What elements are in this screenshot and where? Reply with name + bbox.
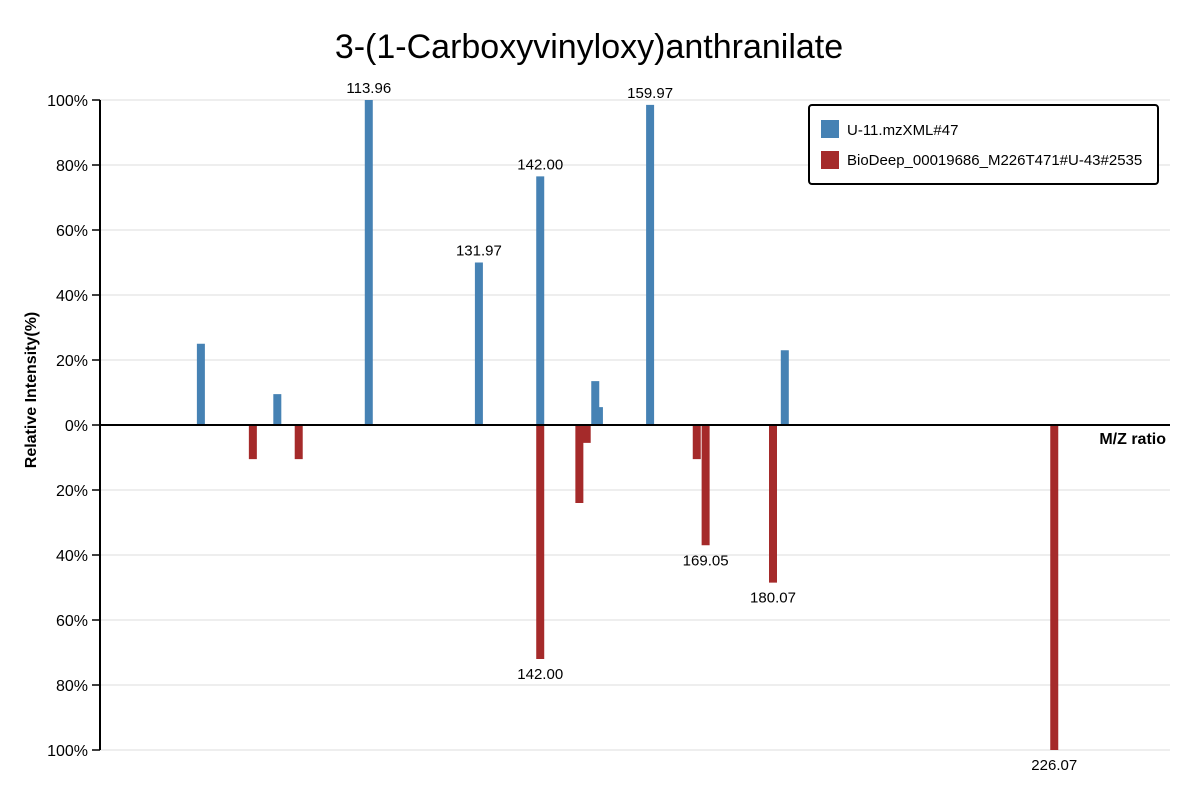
axes-layer <box>92 99 1170 751</box>
peak-label-series-1: 159.97 <box>627 85 673 102</box>
y-tick-label: 100% <box>47 743 88 760</box>
y-tick-label: 40% <box>56 548 88 565</box>
legend-frame <box>808 104 1159 185</box>
peak-bar-series-2 <box>701 425 710 546</box>
y-tick-label: 60% <box>56 223 88 240</box>
y-tick-label: 60% <box>56 613 88 630</box>
x-axis-title: M/Z ratio <box>1099 431 1166 448</box>
peak-bar-series-2 <box>294 425 303 460</box>
labels-layer: 100% 80% 60% 40% 20% 0% 20% 40% 60% 80% 100% 113.96… <box>47 80 1077 774</box>
y-tick-label: 100% <box>47 93 88 110</box>
peak-bar-series-1 <box>591 381 600 425</box>
peak-bar-series-1 <box>273 394 282 425</box>
y-tick-label: 20% <box>56 353 88 370</box>
peak-bar-series-2 <box>536 425 545 659</box>
peak-label-series-2: 226.07 <box>1031 757 1077 774</box>
legend: U-11.mzXML#47 BioDeep_00019686_M226T471#… <box>808 104 1159 185</box>
peak-label-series-1: 113.96 <box>346 80 391 97</box>
peak-label-series-1: 131.97 <box>456 243 502 260</box>
peak-bar-series-1 <box>780 350 789 425</box>
y-axis-title: Relative Intensity(%) <box>23 312 40 468</box>
peak-bar-series-2 <box>248 425 257 460</box>
peak-label-series-2: 142.00 <box>517 666 563 683</box>
y-tick-label: 20% <box>56 483 88 500</box>
legend-swatch-series-2 <box>821 151 839 169</box>
peak-bar-series-1 <box>474 262 483 425</box>
legend-swatch-series-1 <box>821 120 839 138</box>
peak-bar-series-2 <box>575 425 584 503</box>
legend-label-series-1: U-11.mzXML#47 <box>847 122 958 139</box>
legend-label-series-2: BioDeep_00019686_M226T471#U-43#2535 <box>847 152 1142 169</box>
peak-label-series-2: 169.05 <box>683 552 729 569</box>
peak-bar-series-2 <box>692 425 701 460</box>
bars-layer <box>196 100 1059 750</box>
peak-bar-series-1 <box>646 104 655 425</box>
peak-label-series-2: 180.07 <box>750 590 796 607</box>
y-tick-label: 80% <box>56 678 88 695</box>
peak-label-series-1: 142.00 <box>517 156 563 173</box>
peak-bar-series-1 <box>536 176 545 425</box>
peak-bar-series-1 <box>594 407 603 425</box>
peak-bar-series-2 <box>1050 425 1059 750</box>
peak-bar-series-1 <box>196 343 205 425</box>
grid-layer <box>100 99 1170 751</box>
peak-bar-series-1 <box>364 100 373 425</box>
y-tick-label: 80% <box>56 158 88 175</box>
y-tick-label: 0% <box>65 418 88 435</box>
peak-bar-series-2 <box>768 425 777 583</box>
y-tick-label: 40% <box>56 288 88 305</box>
chart-title: 3-(1-Carboxyvinyloxy)anthranilate <box>334 28 844 66</box>
peak-bar-series-2 <box>582 425 591 443</box>
